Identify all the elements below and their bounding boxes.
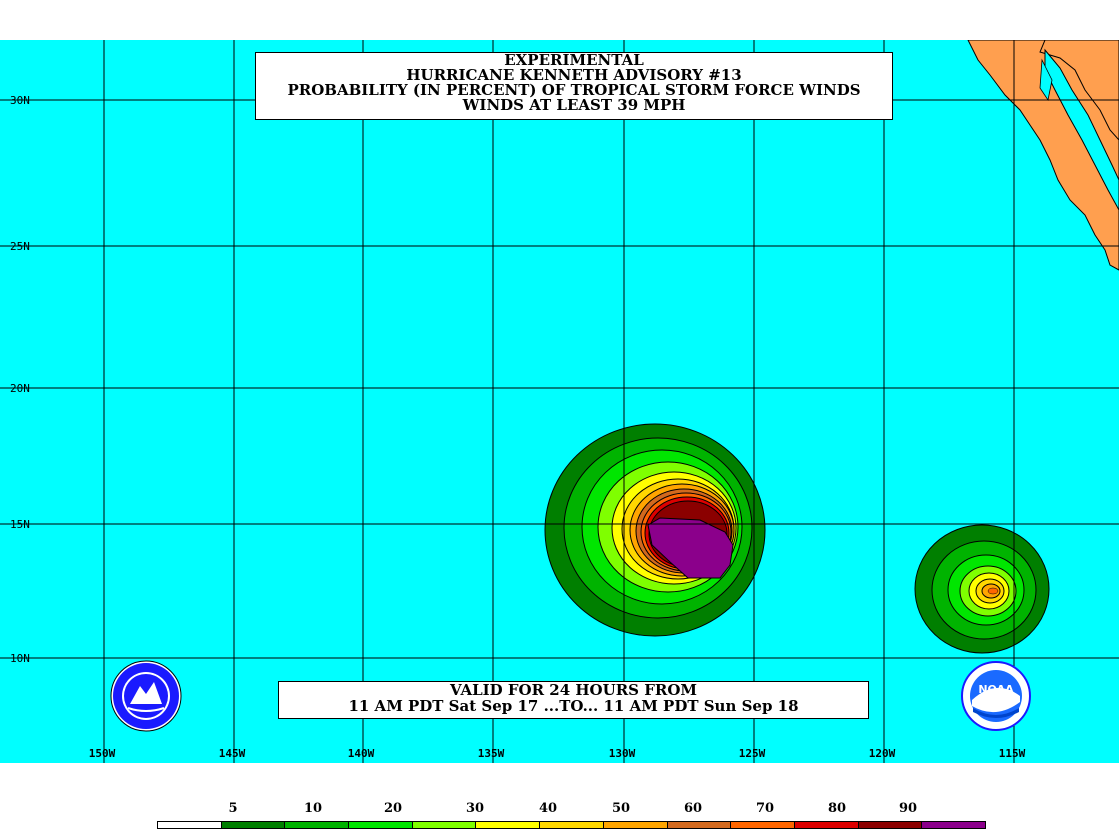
legend-label: 10 xyxy=(303,801,323,816)
valid-period-box: VALID FOR 24 HOURS FROM 11 AM PDT Sat Se… xyxy=(278,681,869,719)
legend-label: 40 xyxy=(538,801,558,816)
probability-legend: 5 10 20 30 40 50 60 70 80 90 xyxy=(0,763,1119,839)
legend-label: 80 xyxy=(827,801,847,816)
gulf-water xyxy=(1044,48,1119,211)
legend-label: 90 xyxy=(898,801,918,816)
legend-swatch xyxy=(539,821,604,829)
legend-label: 5 xyxy=(228,801,238,816)
legend-label: 20 xyxy=(383,801,403,816)
lat-label-30n: 30N xyxy=(10,94,30,107)
lon-label-115w: 115W xyxy=(998,747,1026,760)
legend-swatch xyxy=(857,821,923,829)
valid-line-1: VALID FOR 24 HOURS FROM xyxy=(449,681,698,699)
legend-label: 70 xyxy=(755,801,775,816)
title-line-2: HURRICANE KENNETH ADVISORY #13 xyxy=(406,66,742,84)
title-line-3: PROBABILITY (IN PERCENT) OF TROPICAL STO… xyxy=(287,81,861,99)
lon-label-125w: 125W xyxy=(738,747,766,760)
graticule xyxy=(0,40,1119,763)
legend-swatch xyxy=(602,821,668,829)
lon-label-135w: 135W xyxy=(477,747,505,760)
secondary-contours xyxy=(914,524,1050,654)
legend-swatch xyxy=(220,821,286,829)
legend-swatch xyxy=(411,821,477,829)
legend-label: 50 xyxy=(611,801,631,816)
lat-label-15n: 15N xyxy=(10,518,30,531)
lon-label-150w: 150W xyxy=(88,747,116,760)
lon-label-145w: 145W xyxy=(218,747,246,760)
land-mexico xyxy=(967,40,1119,271)
legend-swatch xyxy=(157,821,222,829)
nws-logo xyxy=(110,660,182,732)
legend-swatch xyxy=(730,821,795,829)
land-baja xyxy=(1039,40,1119,141)
legend-swatch xyxy=(793,821,859,829)
legend-label: 30 xyxy=(465,801,485,816)
legend-swatch xyxy=(921,821,986,829)
legend-swatch xyxy=(475,821,541,829)
lat-label-10n: 10N xyxy=(10,652,30,665)
legend-swatch xyxy=(348,821,413,829)
legend-swatch xyxy=(284,821,350,829)
probability-map: EXPERIMENTAL HURRICANE KENNETH ADVISORY … xyxy=(0,40,1119,763)
legend-swatch xyxy=(666,821,732,829)
lat-label-25n: 25N xyxy=(10,240,30,253)
title-line-1: EXPERIMENTAL xyxy=(504,51,644,69)
lat-label-20n: 20N xyxy=(10,382,30,395)
noaa-logo: NOAA xyxy=(961,660,1031,732)
map-canvas xyxy=(0,40,1119,763)
valid-line-2: 11 AM PDT Sat Sep 17 ...TO... 11 AM PDT … xyxy=(348,697,799,715)
noaa-logo-text: NOAA xyxy=(978,683,1014,696)
lon-label-120w: 120W xyxy=(868,747,896,760)
kenneth-contours xyxy=(544,423,766,637)
title-box: EXPERIMENTAL HURRICANE KENNETH ADVISORY … xyxy=(255,52,893,120)
title-line-4: WINDS AT LEAST 39 MPH xyxy=(462,96,686,114)
lon-label-140w: 140W xyxy=(347,747,375,760)
legend-label: 60 xyxy=(683,801,703,816)
lon-label-130w: 130W xyxy=(608,747,636,760)
